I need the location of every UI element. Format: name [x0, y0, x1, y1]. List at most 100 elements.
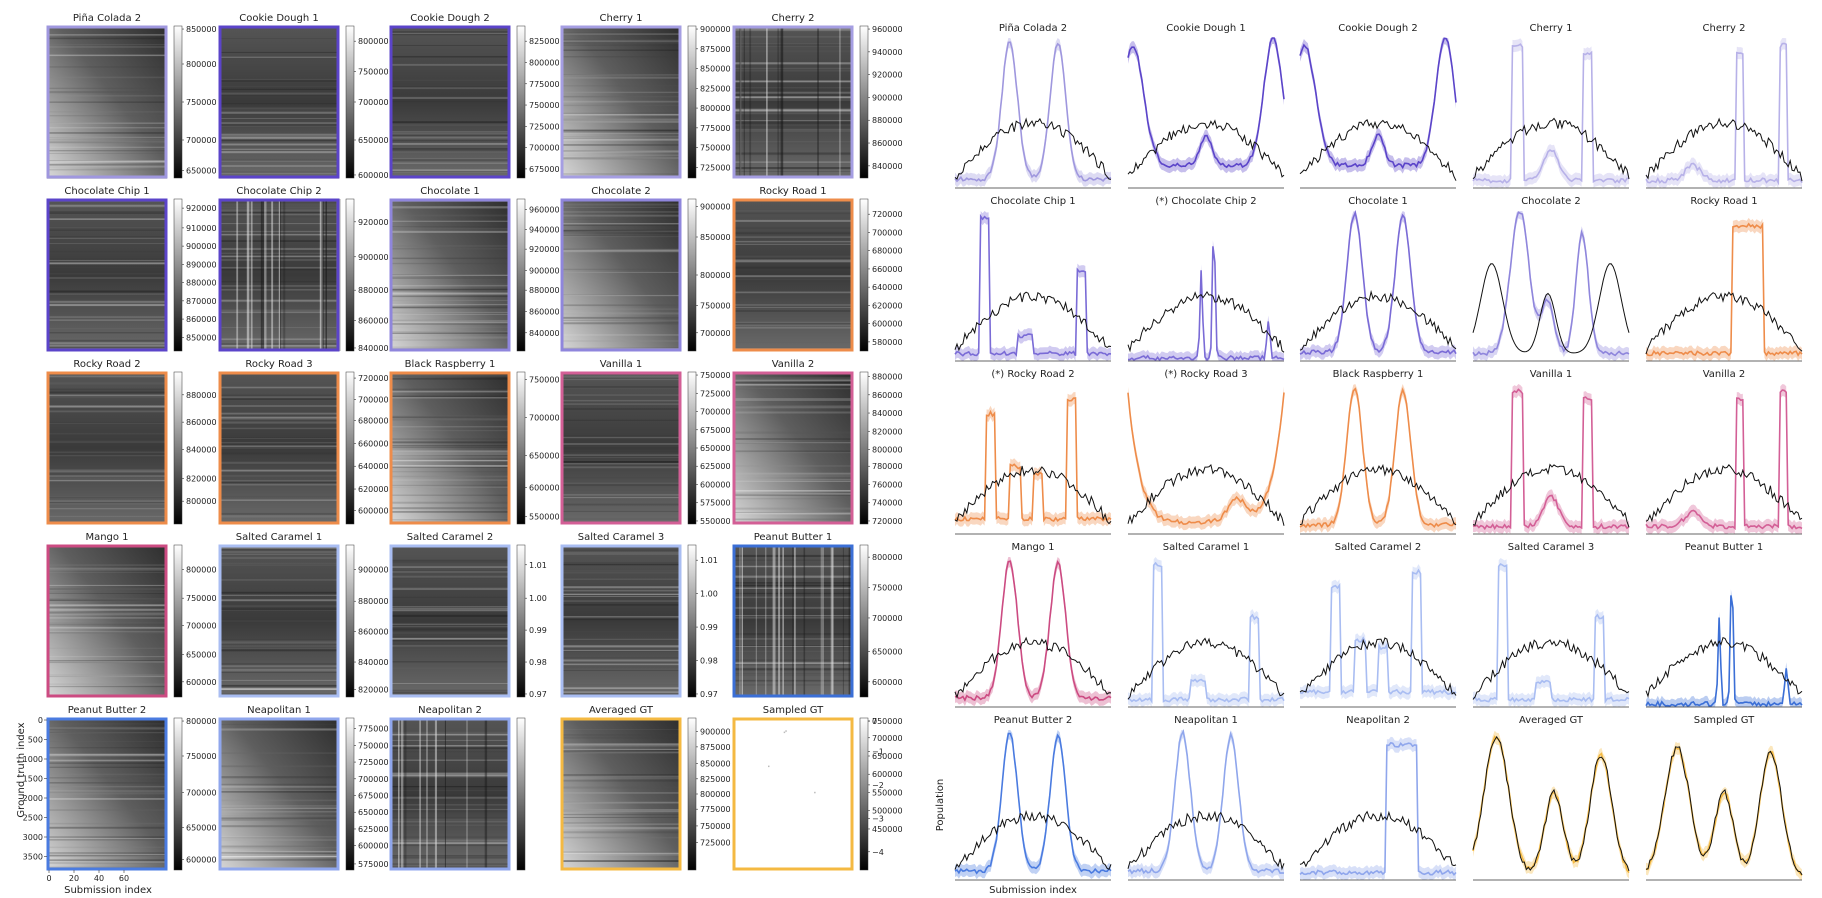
reference-line [954, 291, 1112, 352]
heatmap-title: Piña Colada 2 [73, 13, 141, 24]
colorbar-tick-label: 700000 [872, 734, 903, 743]
reference-line [1299, 118, 1457, 181]
heatmap-border [46, 544, 168, 698]
colorbar [173, 544, 183, 698]
line-chart-title: Neapolitan 2 [1346, 715, 1410, 726]
heatmap-panel: Peanut Butter 2 800000 750000 700000 650000 6… [46, 705, 217, 871]
heatmap-title: Rocky Road 3 [245, 359, 312, 370]
colorbar [173, 717, 183, 871]
series-band [1300, 384, 1456, 533]
series-band [955, 730, 1111, 880]
colorbar-tick-label: 0.97 [700, 690, 718, 699]
y-tick-label: 1000 [23, 755, 43, 764]
colorbar-tick-label: 820000 [872, 427, 903, 436]
line-chart-grid: Piña Colada 2 Cookie Dough 1 Cookie Dough … [954, 23, 1803, 881]
heatmap-border [732, 544, 854, 698]
line-chart-panel: (*) Chocolate Chip 2 [1127, 196, 1285, 362]
series-line [1645, 389, 1803, 531]
heatmap-panel: Rocky Road 1 720000 700000 680000 660000 6400… [732, 186, 903, 352]
colorbar-tick-label: 880000 [358, 286, 389, 295]
reference-line [1472, 263, 1630, 354]
heatmap-border [46, 25, 168, 179]
colorbar-tick-label: −1 [872, 747, 884, 756]
colorbar-tick-label: 600000 [700, 480, 731, 489]
colorbar-tick-label: −2 [872, 781, 884, 790]
line-chart-title: Averaged GT [1519, 715, 1584, 726]
colorbar-tick-label: 650000 [529, 452, 560, 461]
heatmap-panel: Vanilla 1 750000 725000 700000 675000 650000 6… [560, 359, 731, 526]
line-chart-panel: Sampled GT [1645, 715, 1803, 881]
series-line [1299, 209, 1457, 356]
colorbar-tick-label: 450000 [872, 825, 903, 834]
colorbar-tick-label: 870000 [186, 297, 217, 306]
colorbar-tick-label: 750000 [700, 144, 731, 153]
series-band [1473, 38, 1629, 189]
line-chart-title: (*) Rocky Road 3 [1164, 369, 1247, 380]
heatmap-title: Chocolate Chip 2 [236, 186, 321, 197]
line-chart-panel: Piña Colada 2 [954, 23, 1112, 189]
colorbar-tick-label: 725000 [700, 389, 731, 398]
heatmap-title: Cherry 2 [772, 13, 815, 24]
line-chart-panel: Neapolitan 1 [1127, 715, 1285, 881]
reference-line [1299, 463, 1457, 526]
colorbar-tick-label: 640000 [872, 283, 903, 292]
colorbar-tick-label: 800000 [700, 271, 731, 280]
line-chart-title: Cherry 2 [1703, 23, 1746, 34]
colorbar-tick-label: 800000 [186, 497, 217, 506]
heatmap-panel: Salted Caramel 2 1.01 1.00 0.99 0.98 0.97 [389, 532, 547, 699]
heatmap-border [560, 371, 682, 525]
line-chart-title: (*) Rocky Road 2 [991, 369, 1074, 380]
x-tick-label: 60 [119, 874, 129, 883]
colorbar-tick-label: 890000 [186, 260, 217, 269]
colorbar-tick-label: 920000 [529, 245, 560, 254]
heatmap-panel: Cherry 1 900000 875000 850000 825000 800000 77… [560, 13, 731, 179]
colorbar [859, 198, 869, 352]
colorbar-tick-label: 800000 [700, 790, 731, 799]
line-chart-title: Vanilla 1 [1530, 369, 1573, 380]
colorbar-tick-label: 850000 [700, 233, 731, 242]
heatmap-title: Neapolitan 2 [418, 705, 482, 716]
colorbar-tick-label: 550000 [529, 512, 560, 521]
reference-line [1472, 117, 1630, 180]
colorbar-tick-label: 920000 [186, 204, 217, 213]
colorbar-tick-label: 920000 [872, 71, 903, 80]
colorbar-tick-label: 700000 [872, 228, 903, 237]
series-band [1646, 217, 1802, 361]
colorbar-tick-label: 800000 [186, 565, 217, 574]
reference-line [954, 809, 1112, 871]
series-line [1299, 741, 1457, 876]
heatmap-panel: Rocky Road 3 720000 700000 680000 660000 6400… [218, 359, 389, 525]
colorbar-tick-label: 600000 [358, 171, 389, 180]
colorbar-tick-label: 860000 [872, 391, 903, 400]
colorbar-tick-label: 900000 [700, 25, 731, 34]
colorbar-tick-label: 675000 [529, 165, 560, 174]
colorbar-tick-label: 725000 [358, 758, 389, 767]
colorbar-tick-label: 820000 [358, 685, 389, 694]
colorbar [345, 198, 355, 352]
colorbar [345, 717, 355, 871]
colorbar-tick-label: 0 [872, 717, 877, 726]
colorbar-tick-label: 800000 [186, 60, 217, 69]
line-chart-title: Chocolate Chip 1 [990, 196, 1075, 207]
colorbar-tick-label: −4 [872, 848, 884, 857]
line-chart-panel: Salted Caramel 1 [1127, 542, 1285, 708]
colorbar-tick-label: 775000 [700, 805, 731, 814]
line-chart-title: Peanut Butter 1 [1685, 542, 1764, 553]
colorbar-tick-label: 700000 [358, 98, 389, 107]
colorbar-tick-label: 620000 [872, 301, 903, 310]
colorbar-tick-label: 725000 [700, 163, 731, 172]
heatmap-border [218, 717, 340, 871]
line-chart-title: Peanut Butter 2 [994, 715, 1073, 726]
colorbar-tick-label: 900000 [872, 93, 903, 102]
heatmap-panel: Salted Caramel 1 900000 880000 860000 840000… [218, 532, 389, 698]
line-chart-panel: Peanut Butter 2 [954, 715, 1112, 881]
series-band [955, 557, 1111, 707]
colorbar-tick-label: 860000 [529, 307, 560, 316]
series-line [954, 732, 1112, 875]
colorbar-tick-label: 900000 [700, 203, 731, 212]
left-x-axis-label: Submission index [64, 885, 152, 896]
heatmap-border [46, 198, 168, 352]
colorbar-tick-label: 780000 [872, 462, 903, 471]
heatmap-title: Rocky Road 2 [73, 359, 140, 370]
colorbar [345, 25, 355, 179]
